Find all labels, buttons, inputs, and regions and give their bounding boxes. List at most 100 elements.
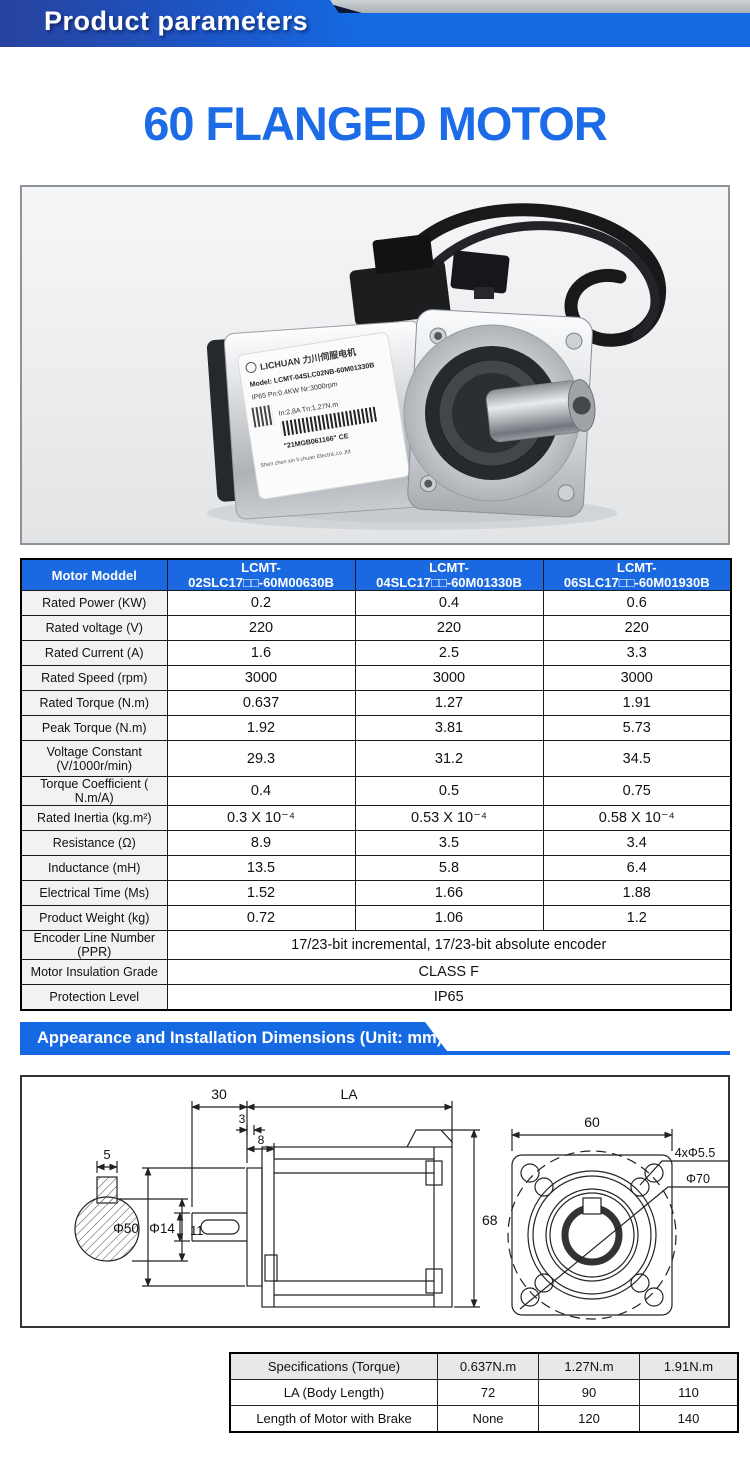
- dim-pilot-circle-diameter: Φ70: [686, 1172, 710, 1186]
- spec-cell: 0.4: [166, 776, 356, 806]
- spec-cell: 5.73: [542, 715, 732, 741]
- spec-header-cell: LCMT-04SLC17□□-60M01330B: [354, 558, 544, 591]
- table-row: Motor Insulation Grade CLASS F: [20, 959, 732, 985]
- dim-mounting-holes: 4xΦ5.5: [675, 1146, 716, 1160]
- spec-cell: 1.06: [354, 905, 544, 931]
- spec-cell: 1.27: [354, 690, 544, 716]
- motor-cable: [383, 203, 667, 347]
- dim-key-depth: 11: [190, 1223, 204, 1238]
- table-row: Torque Coefficient ( N.m/A) 0.4 0.5 0.75: [20, 776, 732, 806]
- row-label: LA (Body Length): [229, 1379, 438, 1406]
- table-row: Voltage Constant (V/1000r/min) 29.3 31.2…: [20, 740, 732, 777]
- spec-table: Motor Moddel LCMT-02SLC17□□-60M00630B LC…: [20, 558, 732, 1011]
- table-row: Resistance (Ω) 8.9 3.5 3.4: [20, 830, 732, 856]
- spec-cell: 2.5: [354, 640, 544, 666]
- spec-cell: 1.91: [542, 690, 732, 716]
- row-label: Rated Speed (rpm): [20, 665, 168, 691]
- row-label: Product Weight (kg): [20, 905, 168, 931]
- motor-connectors: [349, 234, 510, 326]
- table-row: Length of Motor with Brake None 120 140: [229, 1405, 739, 1433]
- dimension-drawing: 5 11: [74, 1086, 728, 1320]
- spec-cell: 0.72: [166, 905, 356, 931]
- spec-cell: 1.2: [542, 905, 732, 931]
- motor-nameplate: LICHUAN 力川伺服电机 Model: LCMT-04SLC02NB-60M…: [237, 332, 410, 500]
- torque-header-cell: 1.27N.m: [538, 1352, 640, 1380]
- banner-wedge: [0, 0, 362, 47]
- front-view: [507, 1129, 728, 1320]
- table-row: Rated Inertia (kg.m²) 0.3 X 10⁻⁴ 0.53 X …: [20, 805, 732, 831]
- table-row: Protection Level IP65: [20, 984, 732, 1010]
- table-row: Product Weight (kg) 0.72 1.06 1.2: [20, 905, 732, 931]
- spec-cell: 0.5: [354, 776, 544, 806]
- spec-cell: 220: [542, 615, 732, 641]
- torque-cell: 110: [639, 1379, 739, 1406]
- dim-3: 3: [239, 1112, 246, 1126]
- spec-cell: 0.6: [542, 590, 732, 616]
- spec-header-cell: Motor Moddel: [20, 558, 168, 591]
- row-label: Rated Inertia (kg.m²): [20, 805, 168, 831]
- spec-cell: 13.5: [166, 855, 356, 881]
- motor-shaft: [485, 379, 596, 443]
- page-title: 60 FLANGED MOTOR: [143, 97, 608, 150]
- dim-shaft-length: 30: [211, 1086, 227, 1102]
- spec-cell: 220: [166, 615, 356, 641]
- table-row: Rated Torque (N.m) 0.637 1.27 1.91: [20, 690, 732, 716]
- row-label: Rated voltage (V): [20, 615, 168, 641]
- brand-logo-icon: [245, 361, 257, 373]
- side-view: [142, 1101, 480, 1308]
- spec-cell: 3000: [542, 665, 732, 691]
- section-header-dimensions: Appearance and Installation Dimensions (…: [20, 1022, 450, 1055]
- spec-cell: 3.5: [354, 830, 544, 856]
- spec-cell: 0.58 X 10⁻⁴: [542, 805, 732, 831]
- section-title: Appearance and Installation Dimensions (…: [37, 1029, 443, 1047]
- torque-cell: 120: [538, 1405, 640, 1433]
- row-label: Encoder Line Number (PPR): [20, 930, 168, 960]
- spec-cell: 1.92: [166, 715, 356, 741]
- table-row: Inductance (mH) 13.5 5.8 6.4: [20, 855, 732, 881]
- spec-cell: 0.53 X 10⁻⁴: [354, 805, 544, 831]
- spec-cell: 220: [354, 615, 544, 641]
- row-label: Peak Torque (N.m): [20, 715, 168, 741]
- table-row: Rated voltage (V) 220 220 220: [20, 615, 732, 641]
- row-label: Electrical Time (Ms): [20, 880, 168, 906]
- dim-flange-pilot-diameter: Φ50: [113, 1221, 139, 1236]
- table-row: Rated Speed (rpm) 3000 3000 3000: [20, 665, 732, 691]
- banner-title: Product parameters: [44, 6, 309, 36]
- spec-cell: 29.3: [166, 740, 356, 777]
- torque-cell: 72: [437, 1379, 539, 1406]
- page-header-banner: Product parameters: [0, 0, 750, 47]
- spec-header-cell: LCMT-02SLC17□□-60M00630B: [166, 558, 356, 591]
- spec-cell: 1.66: [354, 880, 544, 906]
- spec-cell: 34.5: [542, 740, 732, 777]
- dim-body-height: 68: [482, 1212, 498, 1228]
- table-row: Encoder Line Number (PPR) 17/23-bit incr…: [20, 930, 732, 960]
- row-label: Protection Level: [20, 984, 168, 1010]
- dimension-drawing-box: 5 11: [20, 1075, 730, 1328]
- table-row: LA (Body Length) 72 90 110: [229, 1379, 739, 1406]
- row-label: Rated Current (A): [20, 640, 168, 666]
- table-row: Rated Current (A) 1.6 2.5 3.3: [20, 640, 732, 666]
- spec-cell: 1.88: [542, 880, 732, 906]
- dim-key-width: 5: [103, 1147, 110, 1162]
- shaft-cross-section: [74, 1161, 188, 1262]
- row-label: Resistance (Ω): [20, 830, 168, 856]
- barcode: [279, 406, 378, 437]
- banner-gray-stripe: [330, 0, 750, 13]
- row-label: Inductance (mH): [20, 855, 168, 881]
- spec-cell: 3.81: [354, 715, 544, 741]
- product-photo-frame: LICHUAN 力川伺服电机 Model: LCMT-04SLC02NB-60M…: [20, 185, 730, 545]
- row-label: Torque Coefficient ( N.m/A): [20, 776, 168, 806]
- spec-cell: 6.4: [542, 855, 732, 881]
- qr-code: [251, 404, 275, 428]
- row-label: Motor Insulation Grade: [20, 959, 168, 985]
- torque-header-cell: 0.637N.m: [437, 1352, 539, 1380]
- spec-cell: 3.4: [542, 830, 732, 856]
- spec-cell: 0.637: [166, 690, 356, 716]
- spec-cell: 31.2: [354, 740, 544, 777]
- spec-span-cell: CLASS F: [166, 959, 732, 985]
- banner-blue-stripe: [300, 13, 750, 47]
- torque-length-table: Specifications (Torque) 0.637N.m 1.27N.m…: [229, 1352, 739, 1433]
- table-row: Specifications (Torque) 0.637N.m 1.27N.m…: [229, 1352, 739, 1380]
- spec-cell: 0.4: [354, 590, 544, 616]
